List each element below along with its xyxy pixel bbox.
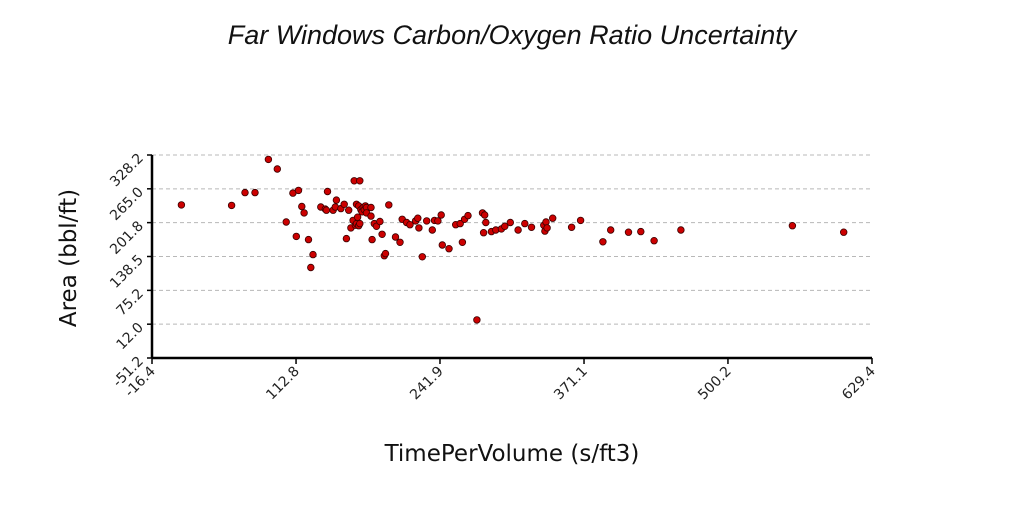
data-point <box>332 196 341 204</box>
data-point <box>637 227 645 236</box>
data-point <box>340 200 348 208</box>
data-point <box>368 235 376 244</box>
data-point <box>438 241 446 249</box>
data-point <box>356 219 364 228</box>
x-tick-label: 629.4 <box>839 363 879 403</box>
data-point <box>378 230 386 238</box>
data-point <box>241 188 249 197</box>
y-tick-label: 201.8 <box>107 218 147 258</box>
data-points <box>177 155 848 324</box>
data-point <box>506 218 514 227</box>
data-point <box>501 222 509 230</box>
y-tick-label: 12.0 <box>113 320 146 353</box>
data-point <box>309 250 317 259</box>
data-point <box>428 226 436 234</box>
y-tick-label: 328.2 <box>107 151 147 191</box>
grid-lines <box>152 154 872 325</box>
data-point <box>227 201 236 210</box>
data-point <box>788 221 797 230</box>
data-point <box>353 213 362 221</box>
data-point <box>599 238 607 246</box>
data-point <box>677 226 685 234</box>
data-point <box>292 232 300 241</box>
y-tick-label: 265.0 <box>107 184 147 224</box>
data-point <box>396 238 404 246</box>
data-point <box>423 217 431 225</box>
data-point <box>300 209 308 217</box>
data-point <box>521 219 529 228</box>
data-point <box>567 223 576 231</box>
data-point <box>456 219 464 228</box>
data-point <box>304 235 313 244</box>
data-point <box>345 206 353 214</box>
data-point <box>376 217 384 226</box>
x-axis-label: TimePerVolume (s/ft3) <box>384 441 640 467</box>
data-point <box>356 177 364 185</box>
data-point <box>251 188 259 197</box>
data-point <box>264 155 273 164</box>
x-tick-label: 371.1 <box>551 364 591 404</box>
x-tick-label: 241.9 <box>407 364 447 404</box>
data-point <box>391 233 400 241</box>
y-axis-label: Area (bbl/ft) <box>56 189 82 327</box>
data-point <box>840 228 848 236</box>
data-point <box>381 249 390 258</box>
data-point <box>414 214 422 222</box>
data-point <box>624 228 633 236</box>
data-point <box>415 224 423 232</box>
data-point <box>294 186 303 195</box>
data-point <box>282 218 290 226</box>
data-point <box>482 218 490 227</box>
data-point <box>298 202 306 211</box>
data-point <box>549 214 557 222</box>
x-tick-label: 112.8 <box>263 364 303 404</box>
x-axis-ticks: -16.4 112.8 241.9 371.1 500.2 629.4 <box>122 358 879 403</box>
chart-title: Far Windows Carbon/Oxygen Ratio Uncertai… <box>228 20 798 50</box>
data-point <box>514 226 522 234</box>
data-point <box>479 228 488 237</box>
data-point <box>273 165 281 173</box>
data-point <box>406 220 414 229</box>
data-point <box>481 211 489 219</box>
y-tick-label: 138.5 <box>107 252 147 292</box>
x-tick-label: 500.2 <box>695 364 735 404</box>
data-point <box>434 217 442 225</box>
data-point <box>542 218 550 226</box>
data-point <box>367 212 375 220</box>
data-point <box>445 244 453 253</box>
data-point <box>650 236 658 245</box>
data-point <box>323 187 332 196</box>
data-point <box>367 203 375 212</box>
data-point <box>322 206 331 214</box>
data-point <box>464 211 472 220</box>
data-point <box>342 234 351 243</box>
data-point <box>527 223 536 231</box>
data-point <box>437 211 445 219</box>
data-point <box>607 226 615 234</box>
data-point <box>418 253 426 261</box>
data-point <box>385 201 393 209</box>
data-point <box>473 316 481 324</box>
data-point <box>307 263 315 272</box>
data-point <box>177 201 186 209</box>
data-point <box>543 224 551 232</box>
data-point <box>458 238 467 246</box>
data-point <box>576 216 585 225</box>
